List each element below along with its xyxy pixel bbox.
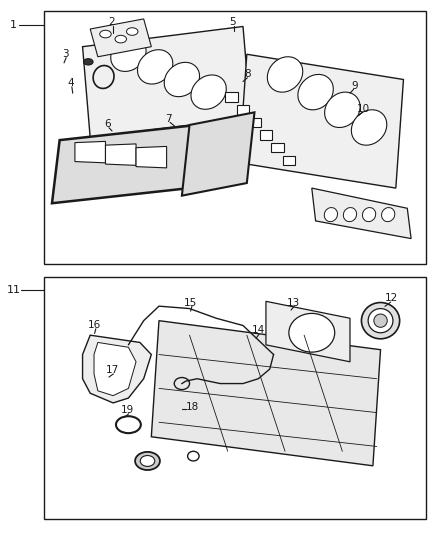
Ellipse shape bbox=[298, 75, 333, 110]
Polygon shape bbox=[266, 301, 350, 362]
Text: 14: 14 bbox=[252, 325, 265, 335]
Ellipse shape bbox=[138, 50, 173, 84]
Polygon shape bbox=[52, 125, 197, 203]
Ellipse shape bbox=[343, 207, 357, 222]
Bar bbox=[226, 92, 238, 102]
Text: 10: 10 bbox=[357, 103, 370, 114]
Text: 5: 5 bbox=[229, 17, 235, 27]
Ellipse shape bbox=[164, 62, 200, 96]
Ellipse shape bbox=[361, 303, 399, 339]
Text: 18: 18 bbox=[186, 402, 199, 413]
Text: 8: 8 bbox=[244, 69, 251, 79]
Polygon shape bbox=[312, 188, 411, 239]
Ellipse shape bbox=[363, 207, 376, 222]
Ellipse shape bbox=[267, 56, 303, 92]
Text: 19: 19 bbox=[121, 405, 134, 415]
Text: 11: 11 bbox=[7, 286, 21, 295]
Text: 13: 13 bbox=[286, 297, 300, 308]
Text: 4: 4 bbox=[67, 78, 74, 88]
Ellipse shape bbox=[111, 37, 146, 71]
Text: 6: 6 bbox=[104, 119, 111, 129]
Ellipse shape bbox=[289, 313, 335, 352]
Text: 1: 1 bbox=[10, 20, 17, 30]
Polygon shape bbox=[239, 54, 403, 188]
Ellipse shape bbox=[351, 110, 387, 145]
Polygon shape bbox=[182, 112, 254, 196]
Text: 2: 2 bbox=[109, 17, 115, 27]
Bar bbox=[283, 156, 295, 165]
Bar bbox=[44, 277, 426, 519]
Ellipse shape bbox=[191, 75, 226, 109]
Text: 16: 16 bbox=[88, 320, 101, 330]
Ellipse shape bbox=[135, 452, 160, 470]
Ellipse shape bbox=[115, 35, 127, 43]
Bar bbox=[248, 118, 261, 127]
Text: 7: 7 bbox=[166, 114, 172, 124]
Polygon shape bbox=[75, 141, 106, 163]
Ellipse shape bbox=[381, 207, 395, 222]
Ellipse shape bbox=[127, 28, 138, 35]
Ellipse shape bbox=[100, 30, 111, 38]
Polygon shape bbox=[90, 19, 151, 57]
Polygon shape bbox=[82, 335, 151, 403]
Polygon shape bbox=[136, 147, 166, 168]
Ellipse shape bbox=[84, 59, 93, 65]
Bar bbox=[44, 11, 426, 264]
Text: 3: 3 bbox=[62, 49, 69, 59]
Ellipse shape bbox=[374, 314, 387, 327]
Text: 9: 9 bbox=[351, 81, 358, 91]
Ellipse shape bbox=[325, 92, 360, 127]
Polygon shape bbox=[82, 27, 251, 138]
Polygon shape bbox=[94, 342, 136, 395]
Bar bbox=[271, 143, 283, 152]
Text: 15: 15 bbox=[184, 297, 197, 308]
Ellipse shape bbox=[324, 207, 338, 222]
Polygon shape bbox=[106, 144, 136, 165]
Text: 17: 17 bbox=[106, 365, 119, 375]
Bar bbox=[260, 130, 272, 140]
Text: 12: 12 bbox=[385, 293, 398, 303]
Ellipse shape bbox=[368, 309, 393, 333]
Ellipse shape bbox=[140, 456, 155, 466]
Polygon shape bbox=[151, 321, 381, 466]
Bar bbox=[237, 105, 249, 115]
